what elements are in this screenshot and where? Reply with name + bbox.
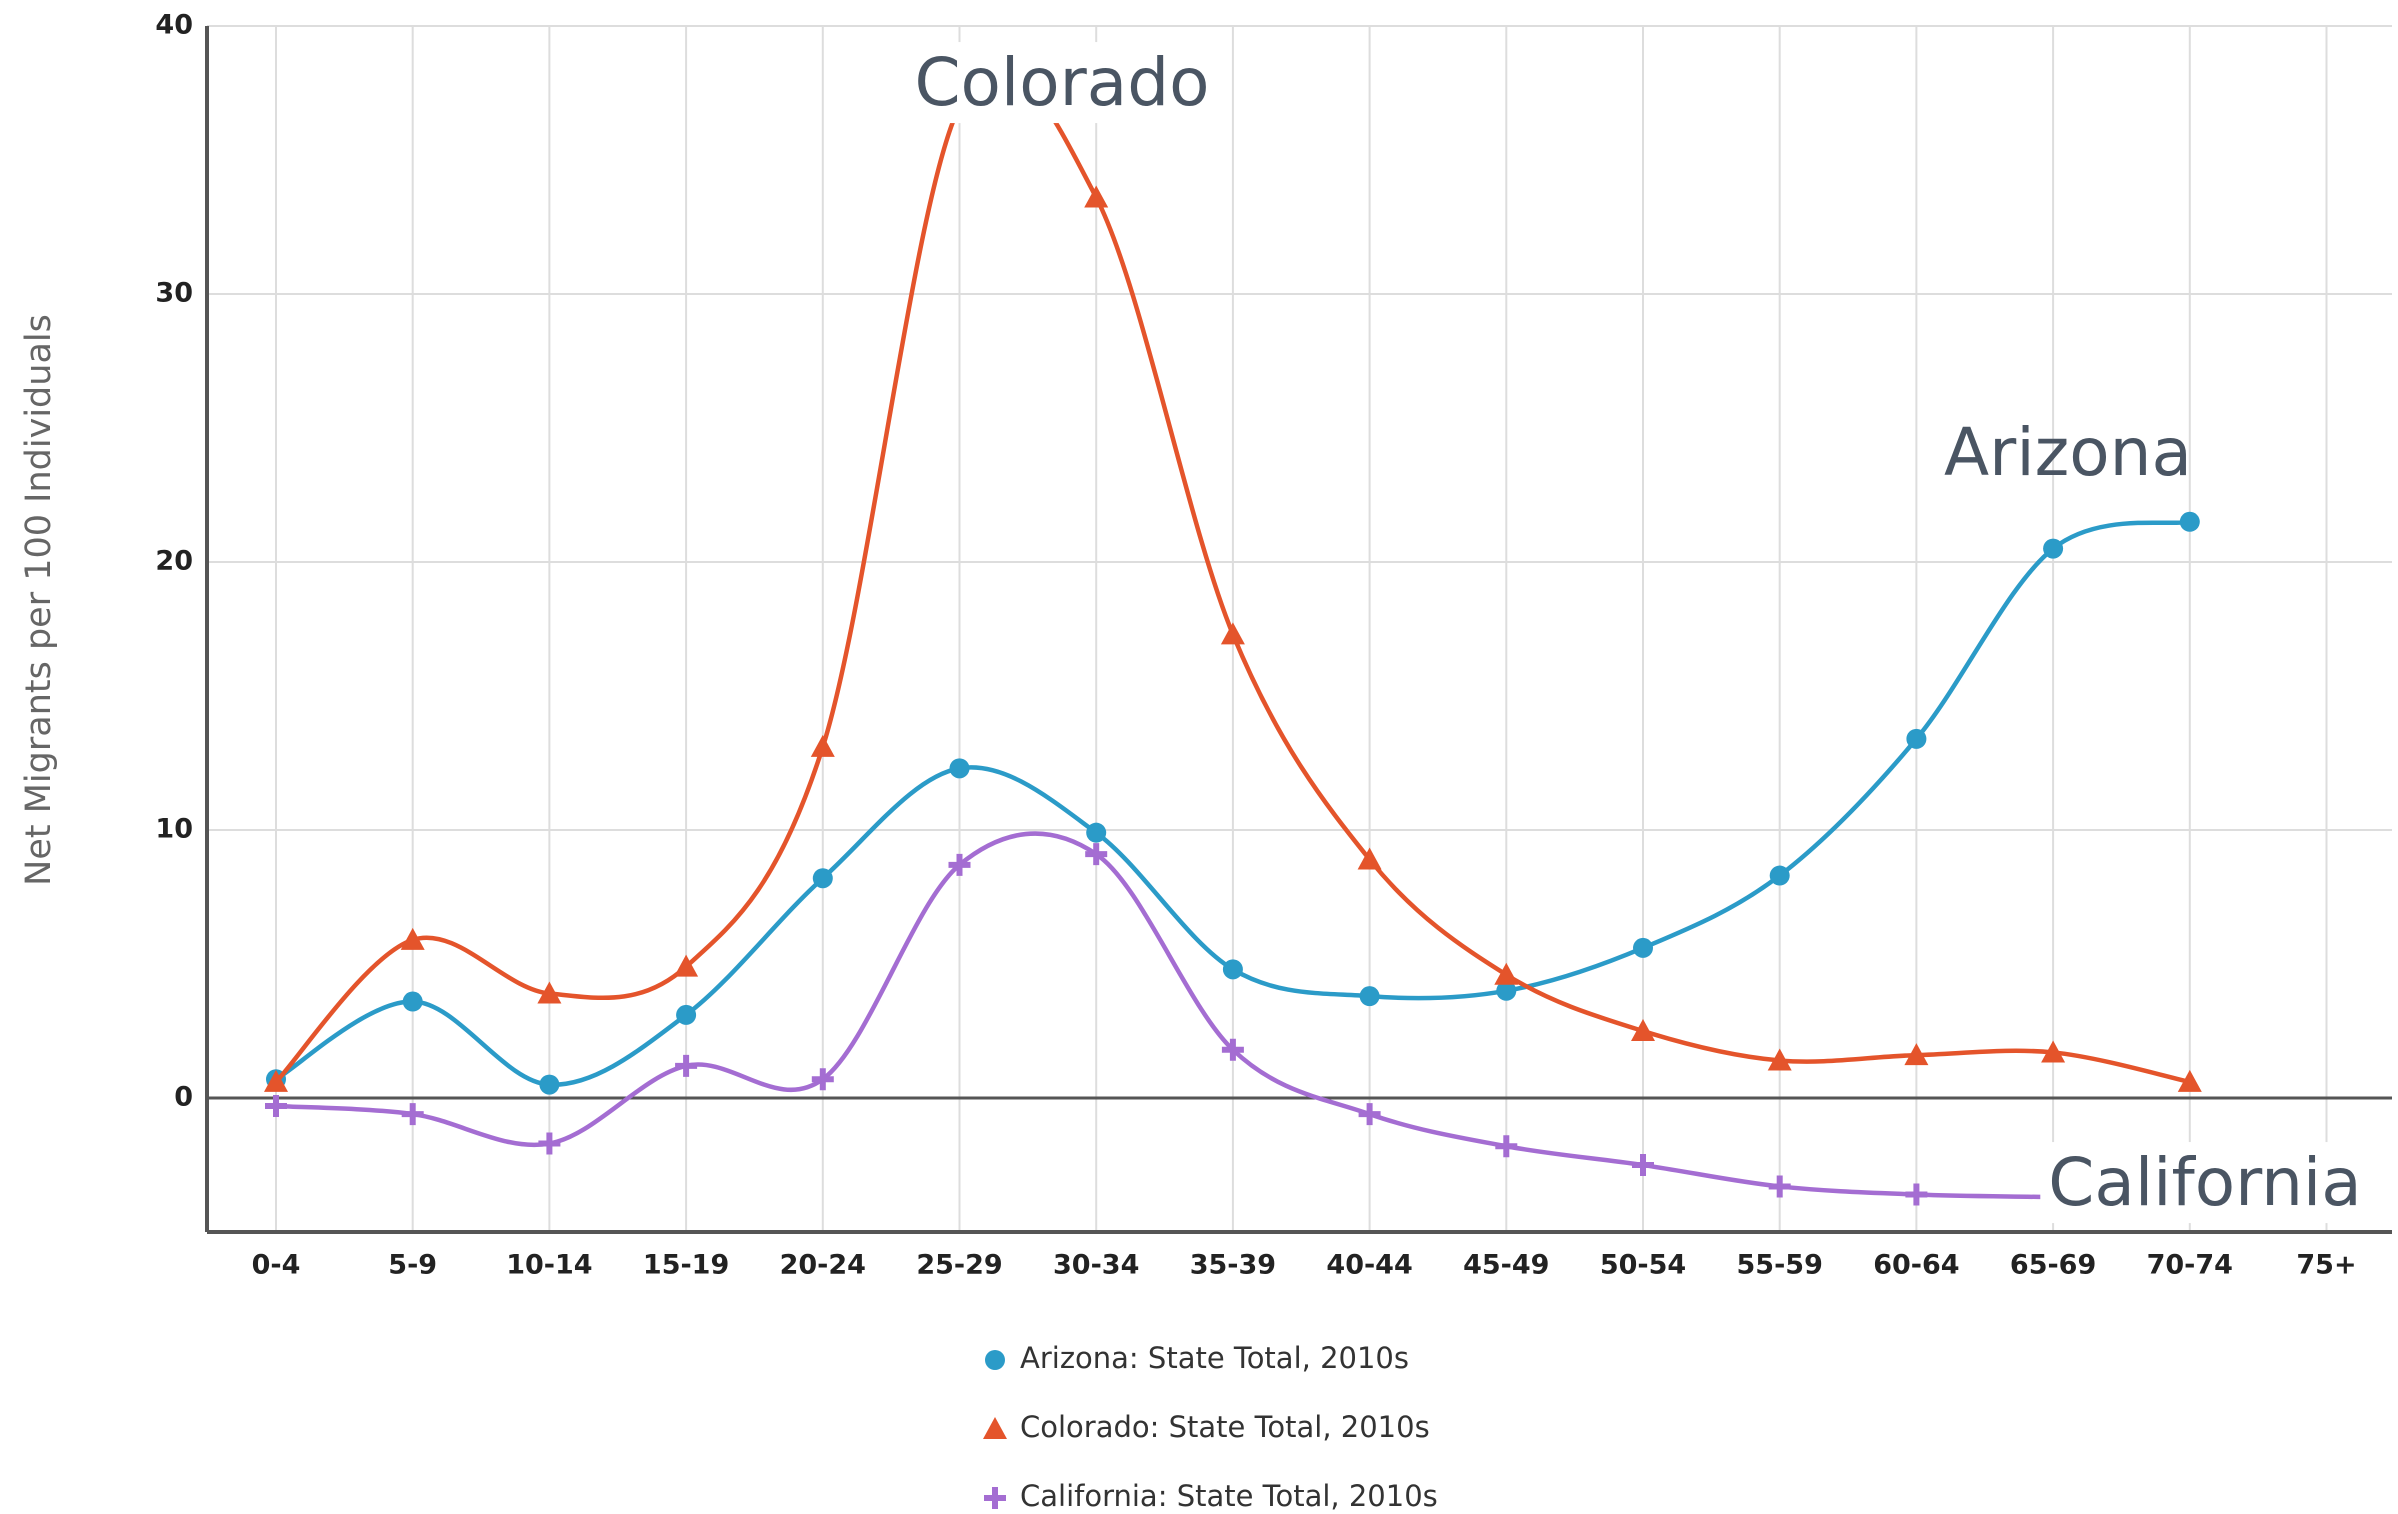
marker	[1357, 847, 1382, 870]
marker	[1220, 622, 1245, 645]
marker	[983, 1417, 1007, 1439]
y-tick-label: 0	[174, 1082, 193, 1113]
marker	[675, 1054, 698, 1077]
annotation: California	[2048, 1144, 2361, 1221]
marker	[1084, 185, 1109, 208]
marker	[1632, 1154, 1654, 1176]
marker	[948, 853, 971, 876]
legend-label: California: State Total, 2010s	[1020, 1479, 1438, 1513]
marker	[812, 868, 833, 889]
x-tick-label: 25-29	[916, 1250, 1002, 1281]
x-tick-label: 40-44	[1326, 1250, 1412, 1281]
marker	[1086, 822, 1107, 843]
x-tick-label: 30-34	[1053, 1250, 1139, 1281]
marker	[1631, 1019, 1655, 1041]
marker	[400, 927, 425, 950]
y-axis-title: Net Migrants per 100 Individuals	[19, 314, 59, 886]
x-tick-label: 35-39	[1190, 1250, 1276, 1281]
marker	[1906, 728, 1927, 749]
marker	[1221, 1038, 1244, 1061]
marker	[984, 1487, 1006, 1509]
marker	[2179, 511, 2200, 532]
y-tick-label: 40	[155, 10, 193, 41]
marker	[402, 991, 423, 1012]
x-tick-label: 75+	[2296, 1250, 2356, 1281]
marker	[1495, 1135, 1518, 1158]
y-tick-label: 30	[155, 278, 193, 309]
marker	[1769, 865, 1790, 886]
marker	[1904, 1043, 1929, 1066]
annotation-bg	[2040, 1142, 2370, 1224]
y-tick-label: 20	[155, 546, 193, 577]
legend-label: Arizona: State Total, 2010s	[1020, 1341, 1409, 1375]
marker	[1358, 1103, 1381, 1126]
x-tick-label: 15-19	[643, 1250, 729, 1281]
x-tick-label: 20-24	[780, 1250, 866, 1281]
marker	[811, 1068, 834, 1091]
marker	[1494, 962, 1519, 985]
marker	[1222, 959, 1243, 980]
marker	[985, 1350, 1005, 1370]
marker	[2041, 1040, 2066, 1063]
x-tick-label: 0-4	[252, 1250, 301, 1281]
y-tick-label: 10	[155, 814, 193, 845]
annotation: Colorado	[914, 44, 1209, 121]
x-tick-label: 5-9	[388, 1250, 437, 1281]
marker	[674, 954, 699, 977]
marker	[265, 1095, 287, 1118]
x-tick-label: 65-69	[2010, 1250, 2096, 1281]
marker	[2177, 1069, 2202, 1092]
annotation-bg	[906, 42, 1218, 124]
marker	[1085, 843, 1108, 866]
marker	[2043, 538, 2064, 559]
x-tick-label: 50-54	[1600, 1250, 1686, 1281]
series-line	[275, 831, 2190, 1203]
marker	[539, 1074, 560, 1095]
marker	[1633, 937, 1653, 958]
marker	[401, 1103, 424, 1126]
marker	[949, 758, 970, 779]
x-tick-label: 60-64	[1873, 1250, 1959, 1281]
x-tick-label: 70-74	[2147, 1250, 2233, 1281]
legend-label: Colorado: State Total, 2010s	[1020, 1410, 1430, 1444]
marker	[1768, 1175, 1791, 1198]
marker	[537, 981, 562, 1004]
marker	[810, 734, 835, 757]
marker	[676, 1004, 697, 1025]
marker	[538, 1132, 561, 1155]
marker	[264, 1069, 288, 1092]
marker	[1359, 986, 1380, 1007]
annotation: Arizona	[1944, 414, 2192, 491]
x-tick-label: 55-59	[1737, 1250, 1823, 1281]
x-tick-label: 45-49	[1463, 1250, 1549, 1281]
marker	[1496, 980, 1517, 1001]
marker	[1767, 1048, 1792, 1071]
x-tick-label: 10-14	[506, 1250, 592, 1281]
marker	[1905, 1183, 1928, 1206]
